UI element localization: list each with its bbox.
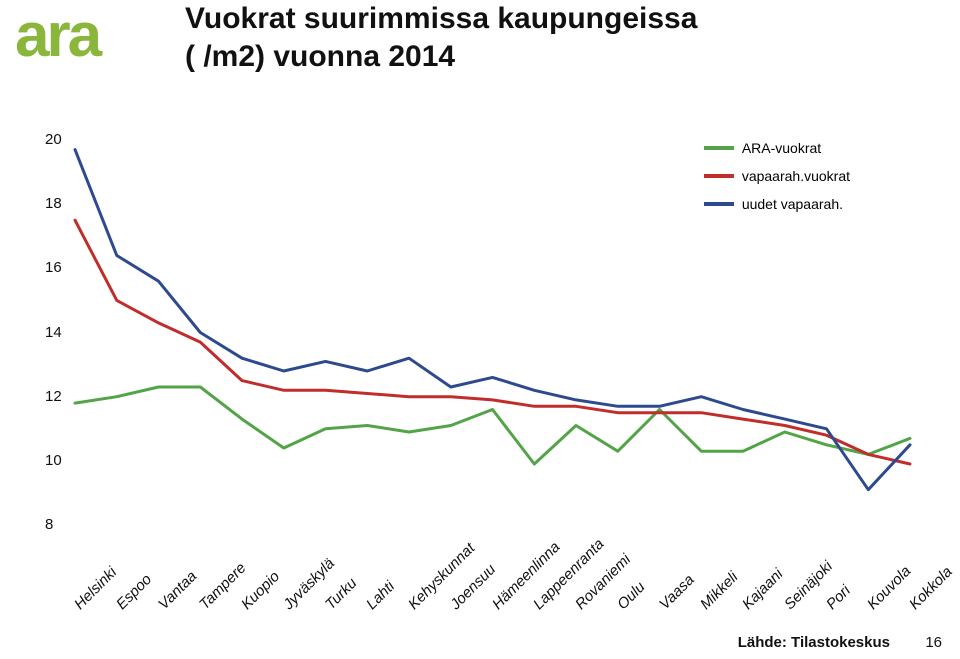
logo: ara <box>15 0 99 71</box>
y-tick-label: 14 <box>45 324 62 341</box>
title-line: ( /m2) vuonna 2014 <box>185 38 697 76</box>
x-tick-label: Kouvola <box>864 563 914 613</box>
source-label: Lähde: Tilastokeskus <box>738 634 890 651</box>
x-tick-label: Kajaani <box>739 566 786 613</box>
page-number: 16 <box>925 634 942 651</box>
x-tick-label: Espoo <box>113 571 155 613</box>
y-tick-label: 18 <box>45 195 62 212</box>
legend-item: vapaarah.vuokrat <box>704 168 850 184</box>
y-tick-label: 8 <box>45 516 53 533</box>
legend-swatch <box>704 174 734 178</box>
y-tick-label: 20 <box>45 131 62 148</box>
legend-label: vapaarah.vuokrat <box>742 168 850 184</box>
legend-label: uudet vapaarah. <box>742 196 843 212</box>
series-vapaarah.vuokrat <box>75 220 910 464</box>
x-tick-label: Kokkola <box>906 563 956 613</box>
legend-label: ARA-vuokrat <box>742 140 821 156</box>
x-tick-label: Mikkeli <box>697 569 741 613</box>
y-tick-label: 12 <box>45 388 62 405</box>
x-tick-label: Pori <box>823 582 854 613</box>
x-tick-label: Helsinki <box>71 564 120 613</box>
page-title: Vuokrat suurimmissa kaupungeissa( /m2) v… <box>185 0 697 75</box>
y-tick-label: 16 <box>45 259 62 276</box>
legend-item: uudet vapaarah. <box>704 196 850 212</box>
legend-item: ARA-vuokrat <box>704 140 850 156</box>
legend-swatch <box>704 146 734 150</box>
legend: ARA-vuokrat vapaarah.vuokrat uudet vapaara… <box>704 140 850 212</box>
legend-swatch <box>704 202 734 206</box>
x-tick-label: Vaasa <box>656 571 698 613</box>
x-tick-label: Oulu <box>614 579 648 613</box>
y-tick-label: 10 <box>45 452 62 469</box>
title-line: Vuokrat suurimmissa kaupungeissa <box>185 0 697 38</box>
x-tick-label: Lahti <box>363 578 398 613</box>
x-tick-label: Vantaa <box>155 568 200 613</box>
x-tick-label: Turku <box>322 575 360 613</box>
